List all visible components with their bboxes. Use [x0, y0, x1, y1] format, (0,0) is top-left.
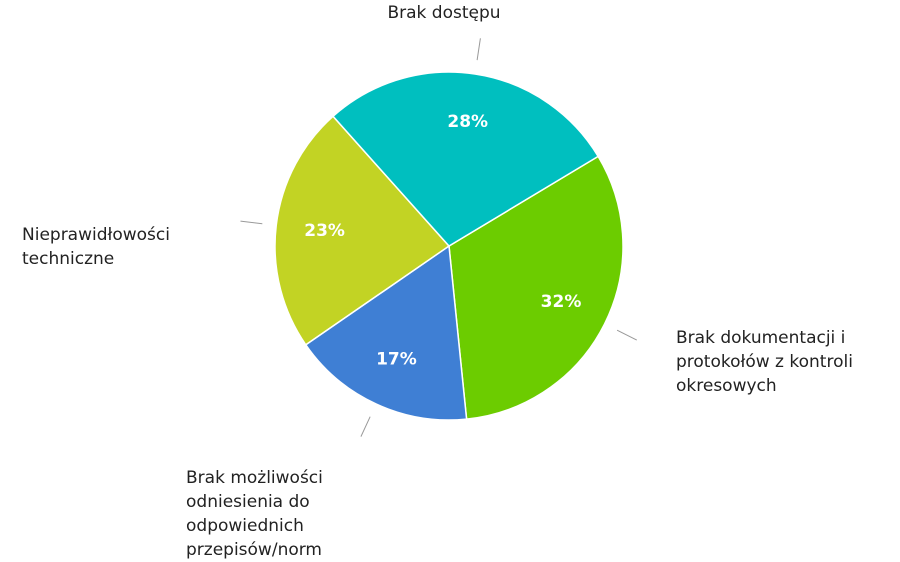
category-label: Nieprawidłowości	[22, 225, 170, 245]
value-label: 23%	[304, 221, 345, 241]
category-label: okresowych	[676, 376, 777, 396]
category-label: techniczne	[22, 249, 114, 269]
category-label: Brak możliwości	[186, 468, 323, 488]
pie-slice	[304, 244, 468, 421]
pie-slice	[448, 155, 624, 420]
pie-slice	[274, 115, 451, 346]
category-label: przepisów/norm	[186, 540, 322, 560]
value-label: 28%	[447, 112, 488, 132]
value-label: 17%	[376, 350, 417, 370]
category-label: odniesienia do	[186, 492, 310, 512]
category-label: Brak dokumentacji i	[676, 328, 845, 348]
value-label: 32%	[541, 292, 582, 312]
category-label: odpowiednich	[186, 516, 304, 536]
category-label: Brak dostępu	[387, 3, 500, 23]
leader-line	[240, 220, 263, 225]
pie-slice	[331, 71, 600, 247]
leader-line	[476, 38, 481, 61]
leader-line	[616, 329, 637, 341]
leader-line	[360, 416, 371, 437]
category-label: protokołów z kontroli	[676, 352, 853, 372]
